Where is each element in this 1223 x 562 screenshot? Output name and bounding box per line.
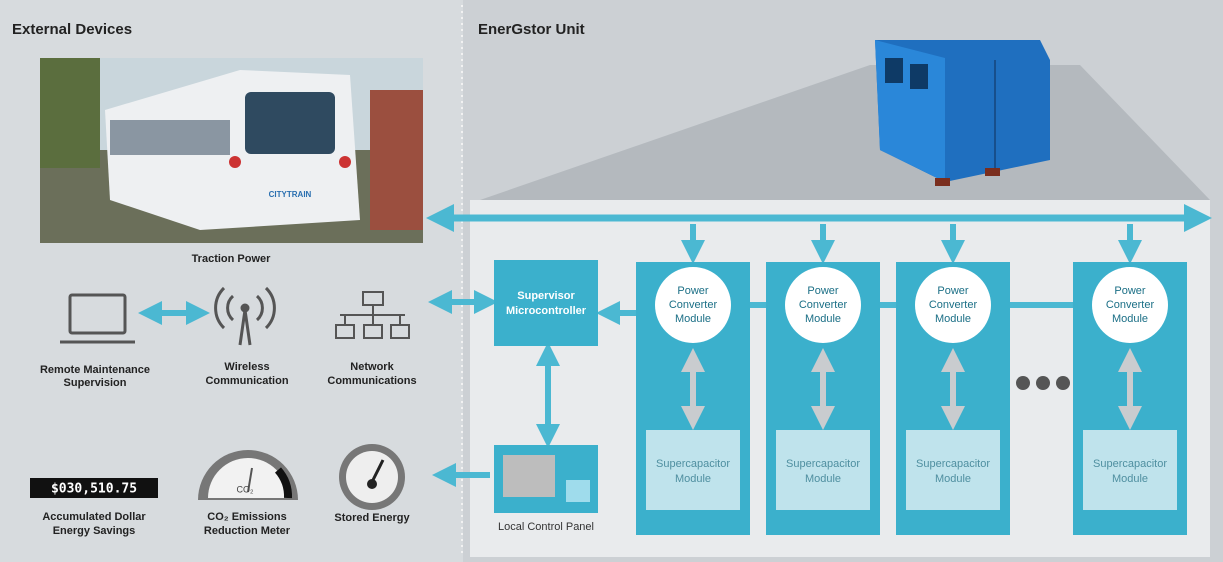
label: Remote Maintenance xyxy=(40,364,150,376)
converter-circle xyxy=(915,267,991,343)
co2-gauge xyxy=(198,450,298,500)
label: Microcontroller xyxy=(506,305,587,317)
section-title: EnerGstor Unit xyxy=(478,21,585,38)
label: CO₂ Emissions xyxy=(207,511,286,523)
supercap-box xyxy=(646,430,740,510)
label: Converter xyxy=(929,299,978,311)
label: Traction Power xyxy=(192,253,272,265)
network-icon xyxy=(335,291,410,339)
control-panel xyxy=(494,445,598,513)
label: Power xyxy=(1114,285,1146,297)
odometer-value: $030,510.75 xyxy=(51,482,137,497)
label: Module xyxy=(935,313,971,325)
label: Supercapacitor xyxy=(916,458,990,470)
label: Local Control Panel xyxy=(498,521,594,533)
laptop-icon xyxy=(60,293,135,344)
supervisor-box xyxy=(494,260,598,346)
label: Accumulated Dollar xyxy=(42,511,146,523)
supercap-box xyxy=(776,430,870,510)
section-title: External Devices xyxy=(12,21,132,38)
label: Module xyxy=(1112,313,1148,325)
label: Converter xyxy=(1106,299,1155,311)
label: Module xyxy=(675,473,711,485)
label: Module xyxy=(1112,473,1148,485)
energy-gauge xyxy=(339,444,405,510)
label: Supervisor xyxy=(517,290,575,302)
label: Network xyxy=(350,361,394,373)
supercap-box xyxy=(906,430,1000,510)
label: Supercapacitor xyxy=(656,458,730,470)
label: Communication xyxy=(205,375,288,387)
label: Wireless xyxy=(224,361,269,373)
converter-circle xyxy=(1092,267,1168,343)
antenna-icon xyxy=(214,286,276,346)
label: Reduction Meter xyxy=(204,525,291,537)
label: Stored Energy xyxy=(334,512,410,524)
label: Supercapacitor xyxy=(1093,458,1167,470)
label: Module xyxy=(805,473,841,485)
odometer xyxy=(30,478,158,498)
label: Supercapacitor xyxy=(786,458,860,470)
label: Module xyxy=(935,473,971,485)
label: Module xyxy=(675,313,711,325)
ellipsis xyxy=(1016,376,1070,390)
converter-circle xyxy=(655,267,731,343)
label: Converter xyxy=(669,299,718,311)
label: Converter xyxy=(799,299,848,311)
label: Module xyxy=(805,313,841,325)
label: Supervision xyxy=(64,377,127,389)
cabinet xyxy=(875,40,1050,186)
supercap-box xyxy=(1083,430,1177,510)
converter-circle xyxy=(785,267,861,343)
label: Power xyxy=(677,285,709,297)
gauge-label: CO₂ xyxy=(237,484,255,494)
label: Communications xyxy=(327,375,416,387)
label: Power xyxy=(937,285,969,297)
train-photo: CITYTRAIN xyxy=(40,58,423,243)
label: Energy Savings xyxy=(53,525,136,537)
label: Power xyxy=(807,285,839,297)
train-logo: CITYTRAIN xyxy=(269,190,312,199)
